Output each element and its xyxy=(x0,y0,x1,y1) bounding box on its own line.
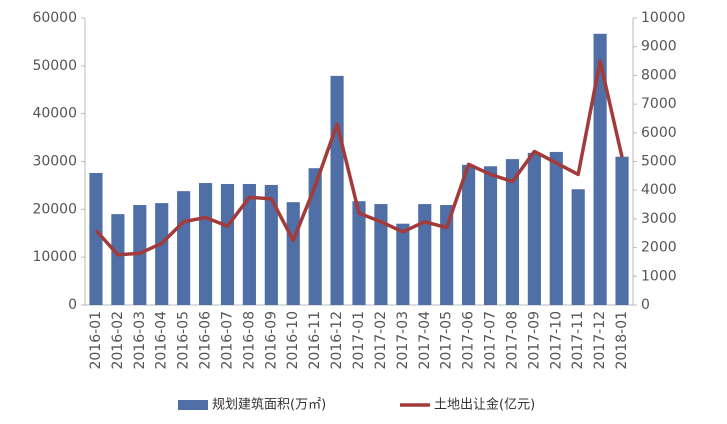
bar xyxy=(264,184,278,305)
bar xyxy=(111,214,125,305)
x-tick-label: 2017-06 xyxy=(461,311,477,370)
bar xyxy=(396,223,410,305)
legend-label: 规划建筑面积(万㎡) xyxy=(212,397,326,413)
bar xyxy=(571,189,585,305)
y-tick-label: 0 xyxy=(68,297,77,313)
x-tick-label: 2017-01 xyxy=(351,311,367,370)
y2-tick-label: 7000 xyxy=(641,96,677,112)
y2-tick-label: 4000 xyxy=(641,182,677,198)
bar xyxy=(593,33,607,305)
y2-tick-label: 8000 xyxy=(641,67,677,83)
x-tick-label: 2016-12 xyxy=(329,311,345,370)
y2-tick-label: 10000 xyxy=(641,10,686,26)
bar xyxy=(330,75,344,306)
y2-tick-label: 1000 xyxy=(641,268,677,284)
y2-tick-label: 3000 xyxy=(641,211,677,227)
x-tick-label: 2016-08 xyxy=(241,311,257,370)
x-tick-label: 2017-12 xyxy=(592,311,608,370)
x-tick-label: 2017-04 xyxy=(417,311,433,370)
bar xyxy=(155,203,169,305)
legend-swatch xyxy=(178,400,208,410)
x-tick-label: 2017-10 xyxy=(548,311,564,370)
bar xyxy=(418,204,432,305)
y2-tick-label: 6000 xyxy=(641,125,677,141)
bar xyxy=(177,191,191,305)
bar xyxy=(352,201,366,305)
y-tick-label: 60000 xyxy=(32,10,77,26)
bar xyxy=(220,183,235,305)
y2-tick-label: 2000 xyxy=(641,240,677,256)
bar xyxy=(440,205,454,305)
legend-label: 土地出让金(亿元) xyxy=(434,397,535,413)
y-tick-label: 40000 xyxy=(32,106,77,122)
line xyxy=(94,59,624,257)
x-tick-label: 2016-07 xyxy=(219,311,235,370)
bar xyxy=(549,151,563,305)
x-tick-label: 2016-05 xyxy=(176,311,192,370)
x-tick-label: 2017-07 xyxy=(483,311,499,370)
x-tick-label: 2016-09 xyxy=(263,311,279,370)
x-tick-label: 2018-01 xyxy=(614,311,630,370)
x-tick-label: 2017-05 xyxy=(439,311,455,370)
y-tick-label: 20000 xyxy=(32,201,77,217)
x-tick-label: 2016-11 xyxy=(307,311,323,370)
x-tick-label: 2017-09 xyxy=(526,311,542,370)
bar xyxy=(462,164,476,305)
bar xyxy=(89,172,103,305)
x-tick-label: 2016-06 xyxy=(198,311,214,370)
bar xyxy=(527,152,541,305)
y2-tick-label: 5000 xyxy=(641,154,677,170)
y-tick-label: 30000 xyxy=(32,154,77,170)
x-tick-label: 2017-08 xyxy=(504,311,520,370)
bar xyxy=(308,168,322,305)
y-tick-label: 50000 xyxy=(32,58,77,74)
bar xyxy=(615,156,629,305)
x-tick-label: 2016-03 xyxy=(132,311,148,370)
x-tick-label: 2017-02 xyxy=(373,311,389,370)
y2-tick-label: 0 xyxy=(641,297,650,313)
bar xyxy=(198,183,213,305)
x-tick-label: 2016-01 xyxy=(88,311,104,370)
x-tick-label: 2016-04 xyxy=(154,311,170,370)
y-tick-label: 10000 xyxy=(32,249,77,265)
bar xyxy=(505,159,520,305)
x-tick-label: 2016-10 xyxy=(285,311,301,370)
bar xyxy=(483,166,498,305)
x-tick-label: 2017-11 xyxy=(570,311,586,370)
bar xyxy=(286,202,300,305)
bar xyxy=(374,204,388,305)
bar xyxy=(242,183,256,305)
x-tick-label: 2017-03 xyxy=(395,311,411,370)
x-tick-label: 2016-02 xyxy=(110,311,126,370)
y2-tick-label: 9000 xyxy=(641,39,677,55)
